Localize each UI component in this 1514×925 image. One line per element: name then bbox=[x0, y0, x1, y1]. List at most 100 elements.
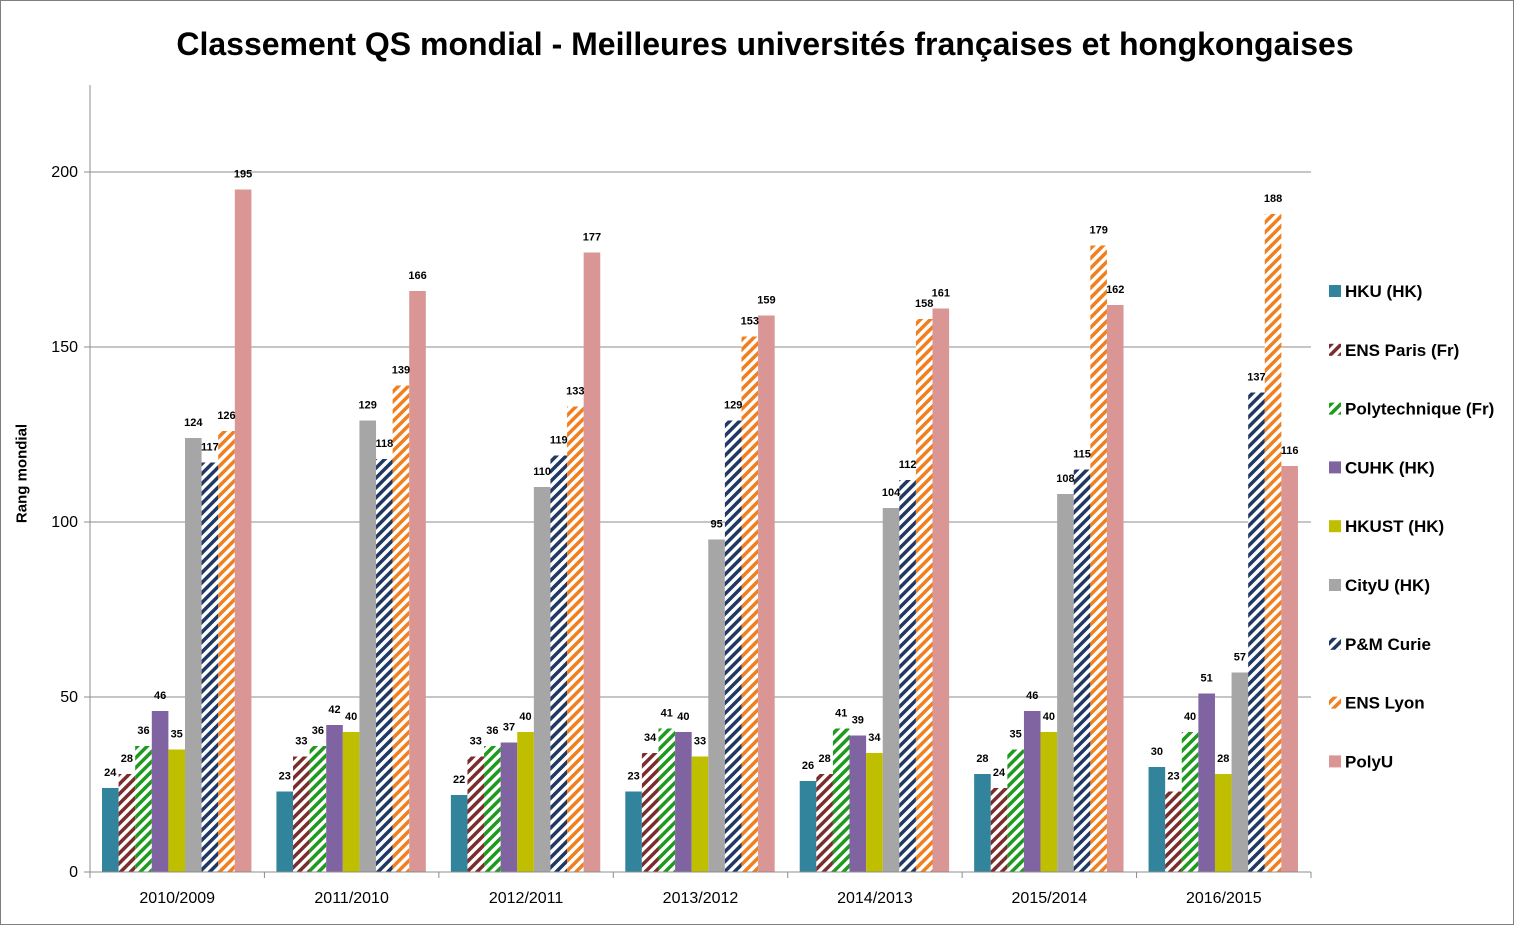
data-label: 159 bbox=[757, 295, 775, 307]
bar bbox=[1198, 693, 1215, 872]
bar bbox=[832, 728, 850, 872]
legend-swatch bbox=[1329, 579, 1341, 591]
data-label: 57 bbox=[1234, 652, 1246, 664]
bar bbox=[293, 756, 310, 872]
data-label: 179 bbox=[1089, 225, 1107, 237]
data-label: 40 bbox=[519, 711, 531, 723]
data-label: 115 bbox=[1073, 449, 1091, 461]
data-label: 133 bbox=[566, 386, 584, 398]
bar bbox=[1181, 732, 1199, 872]
data-label: 35 bbox=[171, 729, 183, 741]
data-label: 162 bbox=[1106, 284, 1124, 296]
legend-swatch bbox=[1329, 520, 1341, 533]
data-label: 112 bbox=[899, 459, 917, 471]
bar bbox=[816, 774, 833, 872]
data-label: 34 bbox=[868, 732, 881, 744]
x-tick-label: 2015/2014 bbox=[1012, 890, 1088, 907]
bar bbox=[675, 732, 692, 872]
data-label: 23 bbox=[279, 771, 291, 783]
bar bbox=[932, 308, 950, 872]
data-label: 118 bbox=[375, 438, 393, 450]
data-label: 35 bbox=[1010, 729, 1022, 741]
data-label: 30 bbox=[1151, 746, 1163, 758]
x-tick-label: 2011/2010 bbox=[314, 890, 389, 907]
data-label: 41 bbox=[835, 708, 847, 720]
data-label: 116 bbox=[1281, 445, 1299, 457]
data-label: 51 bbox=[1201, 673, 1213, 685]
bar bbox=[1214, 774, 1232, 872]
data-label: 110 bbox=[533, 466, 551, 478]
bar bbox=[550, 455, 568, 872]
data-label: 137 bbox=[1247, 372, 1265, 384]
bar bbox=[135, 746, 152, 872]
bar bbox=[1106, 305, 1124, 872]
y-tick-label: 200 bbox=[51, 164, 78, 181]
data-label: 40 bbox=[677, 711, 689, 723]
bar bbox=[102, 788, 119, 872]
bar bbox=[1007, 749, 1024, 872]
bar bbox=[724, 420, 742, 872]
bar bbox=[849, 735, 867, 872]
bar bbox=[326, 725, 343, 872]
bar bbox=[625, 791, 642, 872]
data-label: 158 bbox=[915, 298, 933, 310]
data-label: 28 bbox=[1217, 753, 1229, 765]
data-label: 39 bbox=[852, 715, 864, 727]
data-label: 33 bbox=[295, 736, 307, 748]
bar bbox=[450, 795, 468, 872]
data-label: 33 bbox=[470, 736, 482, 748]
legend-swatch bbox=[1329, 402, 1341, 415]
bar bbox=[915, 319, 933, 872]
x-tick-label: 2010/2009 bbox=[139, 890, 215, 907]
data-label: 46 bbox=[154, 690, 166, 702]
y-tick-label: 100 bbox=[51, 514, 78, 531]
data-label: 28 bbox=[976, 753, 988, 765]
bar bbox=[641, 753, 659, 872]
bar bbox=[691, 756, 709, 872]
x-tick-label: 2012/2011 bbox=[489, 890, 564, 907]
bar bbox=[342, 732, 360, 872]
bar bbox=[799, 781, 817, 872]
data-label: 23 bbox=[1167, 771, 1179, 783]
bar bbox=[741, 336, 759, 872]
data-label: 33 bbox=[694, 736, 706, 748]
data-label: 40 bbox=[345, 711, 357, 723]
legend-swatch bbox=[1329, 696, 1341, 709]
bar bbox=[500, 742, 518, 872]
bar bbox=[484, 746, 501, 872]
data-label: 177 bbox=[583, 232, 601, 244]
data-label: 23 bbox=[627, 771, 639, 783]
bar bbox=[882, 508, 900, 872]
data-label: 42 bbox=[328, 704, 340, 716]
data-label: 129 bbox=[359, 400, 377, 412]
data-label: 37 bbox=[503, 722, 515, 734]
bar bbox=[567, 406, 584, 872]
y-tick-label: 50 bbox=[60, 689, 78, 706]
bar bbox=[359, 420, 377, 872]
data-label: 24 bbox=[993, 767, 1006, 779]
legend-swatch bbox=[1329, 637, 1341, 650]
legend-swatch bbox=[1329, 461, 1341, 474]
bar bbox=[1248, 392, 1265, 872]
y-tick-label: 150 bbox=[51, 339, 78, 356]
data-label: 119 bbox=[550, 435, 568, 447]
x-tick-label: 2014/2013 bbox=[837, 890, 913, 907]
bar bbox=[1090, 245, 1107, 872]
bar bbox=[533, 487, 551, 872]
bar bbox=[974, 774, 991, 872]
data-label: 153 bbox=[741, 316, 759, 328]
legend-label: HKU (HK) bbox=[1345, 282, 1422, 301]
bar bbox=[118, 774, 136, 872]
data-label: 46 bbox=[1026, 690, 1038, 702]
data-label: 95 bbox=[710, 519, 722, 531]
data-label: 126 bbox=[217, 410, 235, 422]
chart-title: Classement QS mondial - Meilleures unive… bbox=[176, 26, 1354, 62]
bar bbox=[1231, 672, 1249, 872]
data-label: 22 bbox=[453, 774, 465, 786]
data-label: 161 bbox=[932, 288, 950, 300]
bar bbox=[1264, 214, 1282, 872]
bar bbox=[467, 756, 485, 872]
bar bbox=[1073, 469, 1091, 872]
bar bbox=[218, 431, 235, 872]
